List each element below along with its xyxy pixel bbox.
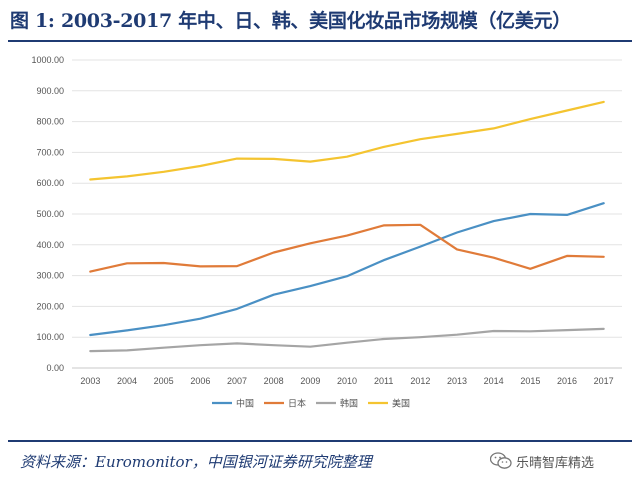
y-tick-label: 800.00 [36,117,64,127]
y-tick-label: 100.00 [36,332,64,342]
source-note: 资料来源：Euromonitor，中国银河证券研究院整理 [20,453,372,471]
y-tick-label: 1000.00 [31,55,64,65]
y-tick-label: 600.00 [36,178,64,188]
x-tick-label: 2008 [264,376,284,386]
x-tick-label: 2003 [80,376,100,386]
x-tick-label: 2005 [154,376,174,386]
figure-title: 图 1: 2003-2017 年中、日、韩、美国化妆品市场规模（亿美元） [10,10,571,32]
bottom-rule [8,440,632,442]
x-tick-label: 2013 [447,376,467,386]
x-tick-label: 2016 [557,376,577,386]
x-tick-label: 2017 [594,376,614,386]
y-tick-label: 0.00 [46,363,64,373]
x-tick-label: 2007 [227,376,247,386]
legend-label: 中国 [236,398,254,410]
series-line-2 [89,223,605,273]
y-tick-label: 200.00 [36,301,64,311]
x-tick-label: 2006 [190,376,210,386]
legend-label: 韩国 [340,398,358,410]
y-tick-label: 400.00 [36,240,64,250]
series-line-1 [89,202,605,337]
y-tick-label: 500.00 [36,209,64,219]
watermark: 乐晴智库精选 [490,447,594,475]
x-tick-label: 2010 [337,376,357,386]
x-tick-label: 2012 [410,376,430,386]
x-tick-label: 2014 [484,376,504,386]
wechat-icon [490,452,512,469]
legend-label: 日本 [288,398,306,410]
y-tick-label: 300.00 [36,271,64,281]
series-line-4 [89,100,605,181]
top-rule [8,40,632,42]
series-line-3 [89,327,605,353]
x-tick-label: 2004 [117,376,137,386]
x-tick-label: 2009 [300,376,320,386]
market-size-line-chart: 0.00 100.00 200.00 300.00 400.00 500.00 600.00… [31,55,622,410]
y-tick-label: 700.00 [36,147,64,157]
legend-label: 美国 [392,398,410,410]
watermark-text: 乐晴智库精选 [516,455,595,471]
x-tick-label: 2015 [520,376,540,386]
x-tick-label: 2011 [374,376,393,386]
y-tick-label: 900.00 [36,86,64,96]
